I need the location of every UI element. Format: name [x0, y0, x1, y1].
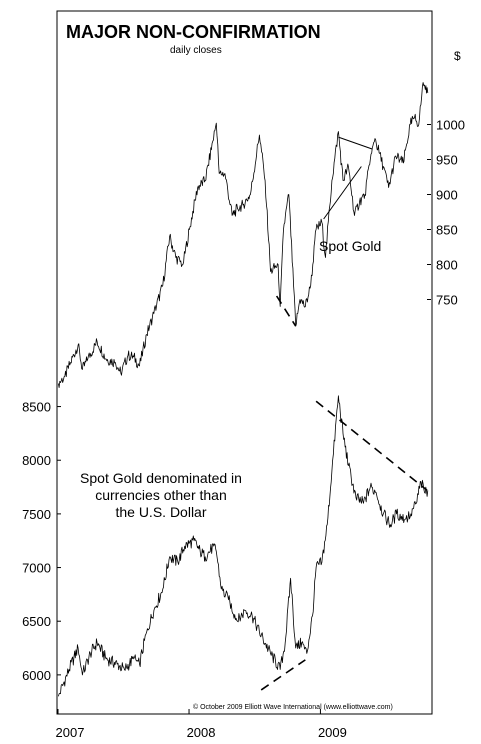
bottom-y-tick-label-3: 7500 — [22, 507, 51, 522]
bottom-y-tick-label-2: 7000 — [22, 561, 51, 576]
spot-gold-label: Spot Gold — [319, 238, 381, 254]
top-y-tick-label-0: 750 — [436, 293, 458, 308]
bottom-y-tick-label-0: 6000 — [22, 668, 51, 683]
top-y-tick-label-1: 800 — [436, 258, 458, 273]
axis-ticks: 750 800 850 900 950 1000 6000 6500 7000 7500 8000 8… — [22, 118, 465, 741]
top-y-tick-label-4: 950 — [436, 153, 458, 168]
chart-title: MAJOR NON-CONFIRMATION — [66, 22, 321, 42]
series-lines — [58, 82, 429, 697]
plot-frame — [56, 10, 433, 715]
trendline-1 — [338, 136, 373, 150]
x-tick-label-2: 2009 — [318, 725, 347, 740]
bottom-y-tick-label-5: 8500 — [22, 400, 51, 415]
trendline-3 — [315, 400, 428, 491]
trendline-0 — [323, 166, 362, 220]
bottom-y-tick-label-1: 6500 — [22, 614, 51, 629]
x-tick-label-0: 2007 — [56, 725, 85, 740]
chart-subtitle: daily closes — [170, 45, 222, 56]
top-y-axis-label: $ — [454, 49, 461, 63]
top-y-tick-label-3: 900 — [436, 188, 458, 203]
trendline-4 — [260, 659, 306, 691]
top-y-tick-label-5: 1000 — [436, 118, 465, 133]
series-line-0-0 — [58, 82, 429, 388]
non-dollar-label-line-2: currencies other than — [95, 487, 227, 503]
series-line-1-0 — [58, 395, 429, 697]
bottom-y-tick-label-4: 8000 — [22, 453, 51, 468]
non-dollar-label-line-3: the U.S. Dollar — [115, 504, 206, 520]
copyright-notice: © October 2009 Elliott Wave Internationa… — [193, 703, 393, 711]
top-y-tick-label-2: 850 — [436, 223, 458, 238]
non-dollar-label-line-1: Spot Gold denominated in — [80, 470, 242, 486]
x-tick-label-1: 2008 — [187, 725, 216, 740]
